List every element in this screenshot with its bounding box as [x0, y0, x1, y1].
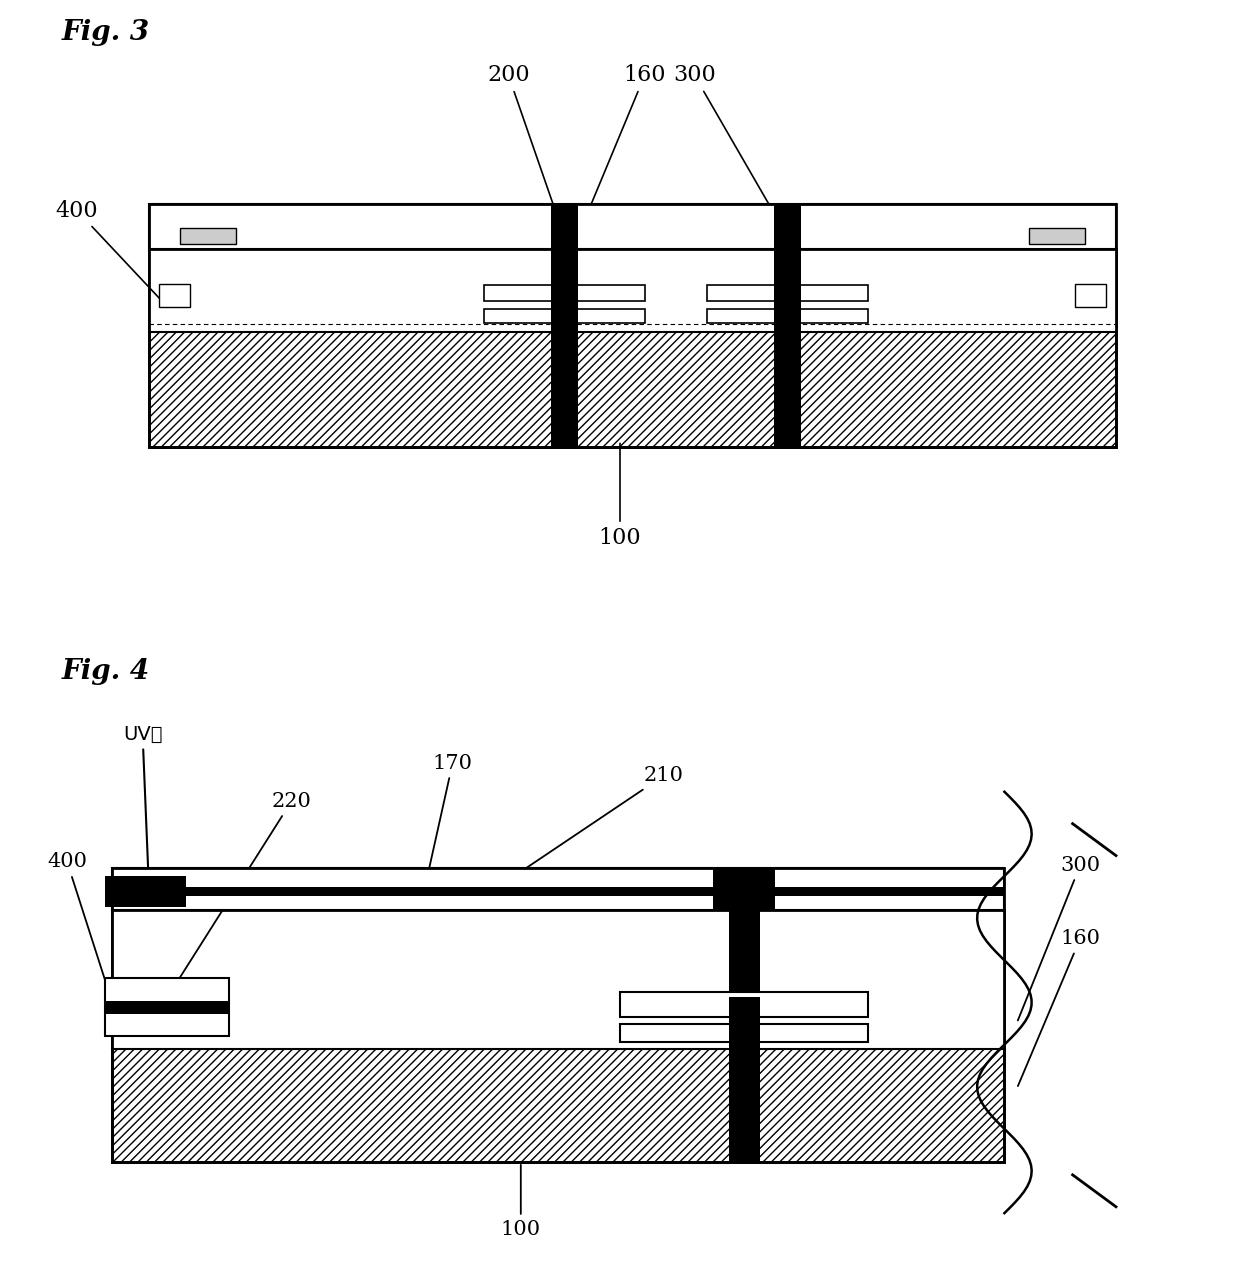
- Bar: [1075, 285, 1106, 306]
- Bar: [105, 978, 229, 1036]
- Bar: [105, 876, 186, 907]
- Bar: [713, 868, 775, 909]
- Text: 300: 300: [1018, 856, 1100, 1020]
- Bar: [729, 997, 759, 1042]
- Text: 200: 200: [487, 64, 563, 234]
- Text: 100: 100: [501, 1165, 541, 1239]
- Bar: [551, 285, 578, 323]
- Text: Fig. 3: Fig. 3: [62, 19, 150, 46]
- Text: 160: 160: [1018, 930, 1100, 1085]
- Bar: [707, 285, 868, 301]
- Bar: [551, 204, 578, 447]
- Bar: [620, 1024, 868, 1042]
- Bar: [149, 204, 1116, 447]
- Bar: [112, 868, 1004, 909]
- Bar: [1029, 229, 1085, 244]
- Bar: [774, 204, 801, 447]
- Bar: [112, 909, 1004, 1048]
- Bar: [774, 285, 801, 323]
- Text: 210: 210: [516, 766, 683, 875]
- Bar: [159, 285, 190, 306]
- Text: 220: 220: [164, 792, 311, 1002]
- Bar: [149, 204, 1116, 249]
- Text: 160: 160: [579, 64, 666, 234]
- Bar: [105, 1001, 229, 1014]
- Bar: [180, 229, 236, 244]
- Text: 100: 100: [599, 443, 641, 549]
- Text: 400: 400: [47, 853, 117, 1018]
- Text: UV선: UV선: [123, 725, 162, 880]
- Bar: [484, 285, 645, 301]
- Bar: [729, 868, 759, 1162]
- Bar: [149, 249, 1116, 332]
- Text: 400: 400: [56, 199, 159, 299]
- Text: 170: 170: [423, 753, 472, 886]
- Bar: [707, 309, 868, 323]
- Text: Fig. 4: Fig. 4: [62, 658, 150, 684]
- Bar: [484, 309, 645, 323]
- Bar: [620, 992, 868, 1016]
- Bar: [112, 886, 1004, 895]
- Bar: [112, 868, 1004, 1162]
- Text: 300: 300: [673, 64, 786, 234]
- Bar: [149, 249, 1116, 447]
- Bar: [112, 909, 1004, 1162]
